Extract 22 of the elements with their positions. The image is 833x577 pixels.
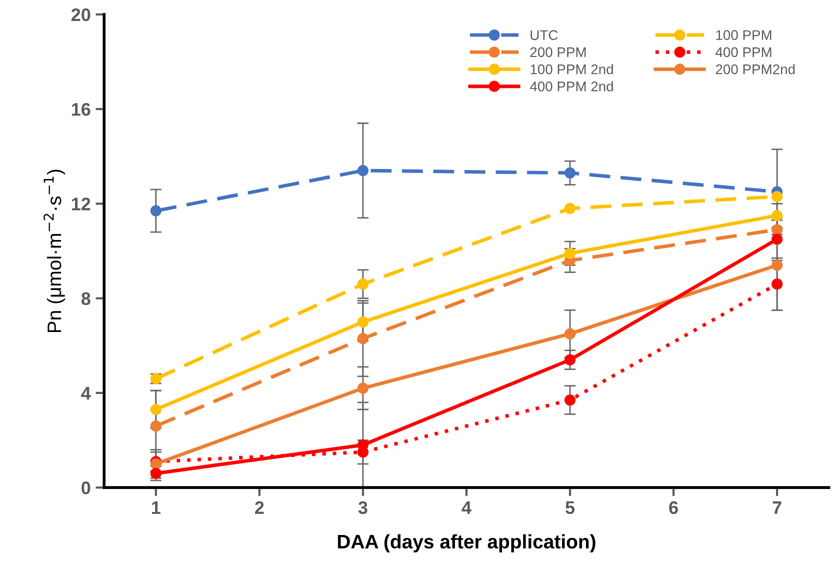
legend-label: 400 PPM xyxy=(716,47,772,58)
legend-label: 100 PPM xyxy=(716,30,772,40)
y-tick-label: 20 xyxy=(71,8,90,22)
x-tick-label: 4 xyxy=(462,501,472,514)
y-tick-label: 8 xyxy=(81,292,90,306)
x-tick-label: 3 xyxy=(358,501,368,514)
legend-label: 200 PPM xyxy=(530,47,586,58)
x-tick-label: 2 xyxy=(255,501,264,514)
x-axis-title: DAA (days after application) xyxy=(338,534,596,552)
y-tick-label: 4 xyxy=(81,387,91,400)
x-tick-label: 5 xyxy=(566,501,575,514)
y-tick-label: 12 xyxy=(72,198,90,210)
legend-label: 400 PPM 2nd xyxy=(530,81,613,92)
legend-label: UTC xyxy=(530,30,558,40)
x-tick-label: 7 xyxy=(772,501,782,514)
legend-label: 100 PPM 2nd xyxy=(530,64,613,74)
y-tick-label: 16 xyxy=(72,102,90,116)
y-tick-label: 0 xyxy=(82,482,90,494)
legend-label: 200 PPM2nd xyxy=(716,64,795,74)
x-tick-label: 6 xyxy=(669,501,678,514)
y-axis-title: Pn (μmol·m$^{−2}$·s$^{−1}$) xyxy=(44,170,66,332)
x-tick-label: 1 xyxy=(152,501,160,514)
